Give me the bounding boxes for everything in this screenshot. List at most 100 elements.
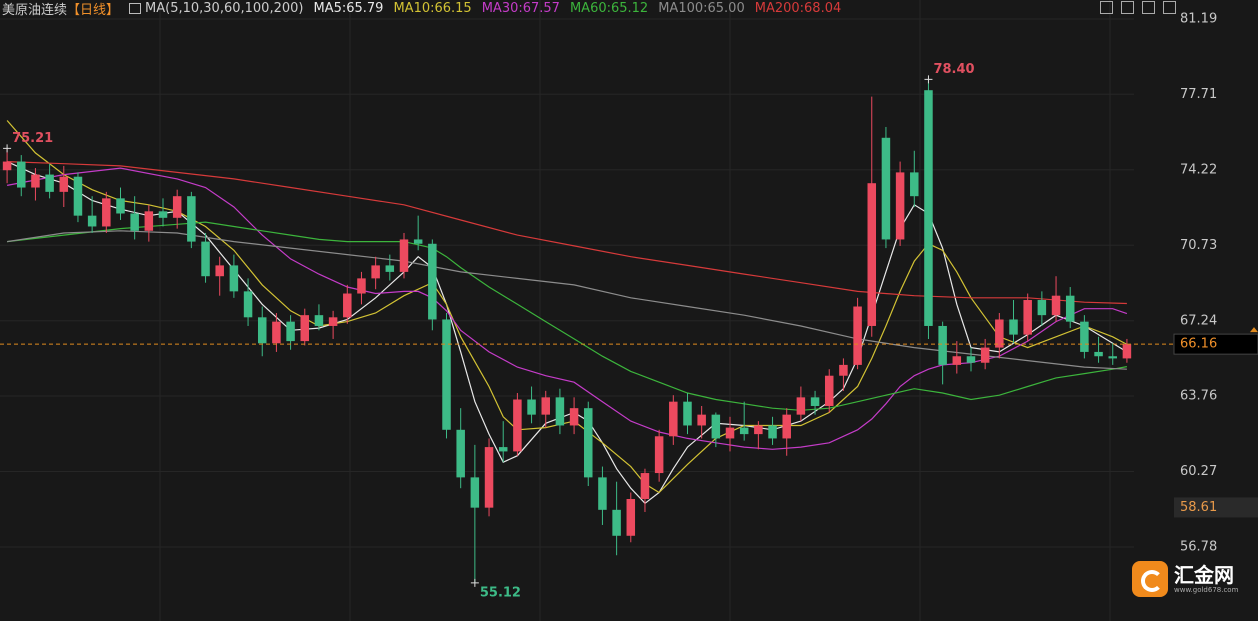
candle-body — [59, 176, 69, 192]
indicator[interactable]: MA(5,10,30,60,100,200) — [145, 0, 304, 16]
last-price-box — [1173, 333, 1258, 355]
candle-body — [371, 265, 380, 279]
y-tick-label: 63.76 — [1180, 389, 1217, 404]
last-price-label: 66.16 — [1180, 337, 1217, 352]
legend-entry: MA100:65.00 — [658, 0, 745, 16]
candle-body — [45, 174, 54, 192]
candle-body — [725, 427, 735, 439]
candle-body — [357, 278, 366, 294]
watermark: 汇金网 www.gold678.com — [1132, 561, 1238, 597]
legend-entry: MA60:65.12 — [569, 0, 649, 16]
candle-body — [2, 161, 12, 171]
y-tick-label: 74.22 — [1180, 162, 1217, 177]
candle-body — [229, 265, 239, 292]
y-tick-label: 60.27 — [1180, 464, 1217, 479]
toolbar — [1100, 1, 1176, 14]
candle-body — [952, 356, 962, 365]
candle-body — [116, 198, 125, 214]
extreme-marker — [924, 75, 933, 84]
legend-entry: MA200:68.04 — [754, 0, 842, 16]
site: www.gold678.com — [1174, 586, 1239, 594]
y-tick-label: 77.71 — [1180, 87, 1217, 102]
candle-body — [1065, 295, 1075, 322]
candle-body — [300, 315, 310, 342]
candle-body — [569, 408, 579, 426]
candle-body — [243, 291, 253, 318]
candle-body — [895, 172, 905, 240]
last-price-flag — [1250, 327, 1258, 333]
y-tick-label: 67.24 — [1180, 313, 1217, 328]
candle-body — [527, 399, 536, 415]
candle-body — [399, 239, 409, 272]
extreme-label: 78.40 — [933, 62, 974, 77]
candle-body — [598, 477, 607, 510]
candle-body — [442, 319, 451, 430]
candle-body — [201, 241, 210, 277]
extreme-marker — [3, 144, 12, 153]
y-tick-label: 70.73 — [1180, 238, 1217, 253]
candle-body — [640, 473, 650, 500]
candle-body — [697, 414, 706, 426]
period[interactable]: 【日线】 — [67, 2, 120, 18]
legend-entry: MA30:67.57 — [481, 0, 560, 16]
candle-body — [1094, 351, 1103, 357]
tool-button[interactable] — [1100, 1, 1113, 14]
candle-body — [995, 319, 1004, 348]
candle-body — [1051, 295, 1061, 316]
candle-body — [683, 401, 692, 426]
candle-body — [555, 397, 565, 426]
symbol[interactable]: 美原油连续 — [2, 2, 68, 18]
candle-body — [428, 243, 437, 320]
legend-entry: MA10:66.15 — [393, 0, 472, 16]
candle-body — [187, 196, 196, 242]
candle-body — [584, 408, 593, 478]
extreme-label: 75.21 — [12, 131, 53, 146]
candle-body — [158, 211, 168, 218]
candle-body — [1080, 321, 1089, 352]
candle-body — [498, 447, 508, 452]
candle-body — [1023, 300, 1032, 335]
candle-body — [881, 137, 891, 240]
indicator-icon[interactable] — [129, 2, 142, 14]
candle-body — [73, 176, 83, 216]
tool-button[interactable] — [1163, 1, 1176, 14]
candle-body — [654, 436, 664, 474]
candle-body — [257, 317, 267, 344]
candle-body — [669, 401, 678, 437]
candle-body — [824, 375, 834, 406]
candle-body — [102, 198, 111, 227]
candle-body — [31, 174, 40, 188]
candle-body — [612, 509, 621, 536]
candle-body — [144, 211, 154, 231]
candle-body — [541, 397, 550, 415]
candle-body — [1037, 300, 1047, 316]
candle-body — [711, 414, 721, 439]
candle-body — [938, 325, 947, 365]
candle-body — [754, 425, 763, 435]
y-tick-label: 81.19 — [1180, 12, 1217, 27]
candle-body — [385, 265, 395, 272]
candle-body — [328, 317, 338, 326]
candle-body — [966, 356, 976, 363]
candle-body — [470, 477, 480, 508]
y-tick-label: 56.78 — [1180, 540, 1217, 555]
candle-body — [810, 397, 820, 406]
candle-body — [839, 364, 848, 376]
tool-button[interactable] — [1142, 1, 1155, 14]
candle-body — [87, 215, 97, 227]
candle-body — [910, 172, 919, 197]
legend-entry: MA5:65.79 — [313, 0, 384, 16]
candle-body — [513, 399, 522, 452]
logo — [1132, 561, 1168, 597]
candle-body — [980, 347, 990, 363]
tool-button[interactable] — [1121, 1, 1134, 14]
header: 美原油连续 【日线】 MA(5,10,30,60,100,200) MA5:65… — [2, 0, 842, 18]
candle-body — [413, 239, 423, 244]
ma-line — [7, 161, 1127, 305]
candle-body — [796, 397, 806, 415]
candle-body — [768, 425, 777, 439]
extreme-marker — [470, 578, 479, 587]
marker-price-box — [1174, 497, 1258, 518]
candle-body — [782, 414, 791, 439]
marker-price-label: 58.61 — [1180, 500, 1217, 515]
